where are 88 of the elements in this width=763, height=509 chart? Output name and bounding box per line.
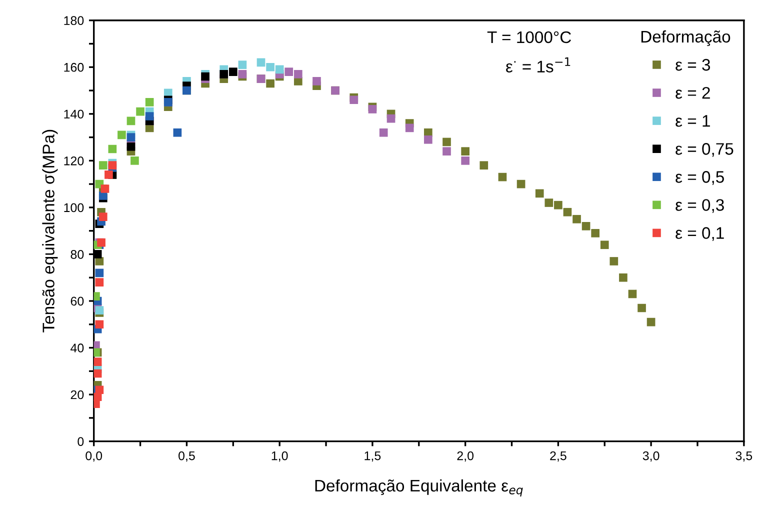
point xyxy=(95,278,104,286)
y-tick-label: 180 xyxy=(64,16,84,26)
point xyxy=(516,180,526,188)
x-axis-title: Deformação Equivalente ε$_{eq}$ xyxy=(315,479,523,497)
point xyxy=(638,304,646,312)
point xyxy=(554,200,562,210)
point xyxy=(572,214,581,224)
y-tick-label: 60 xyxy=(70,296,84,306)
point xyxy=(145,112,154,120)
point xyxy=(108,161,117,170)
point xyxy=(480,161,488,170)
point xyxy=(442,147,451,156)
y-tick-label: 160 xyxy=(64,62,84,72)
point xyxy=(628,290,637,298)
legend-label: ε = 0,5 xyxy=(676,171,724,185)
legend-label: ε = 3 xyxy=(676,58,710,71)
point xyxy=(136,107,144,116)
point xyxy=(284,68,294,76)
point xyxy=(582,222,590,230)
point xyxy=(442,138,451,146)
legend-label: ε = 2 xyxy=(676,86,710,99)
legend-label: ε = 0,3 xyxy=(676,199,724,213)
point xyxy=(350,96,358,104)
point xyxy=(238,70,247,78)
point xyxy=(256,58,266,67)
point xyxy=(201,72,210,81)
point xyxy=(424,135,432,144)
point xyxy=(95,268,104,278)
point xyxy=(619,273,628,282)
y-tick-label: 80 xyxy=(70,250,84,259)
legend-title: Deformação xyxy=(641,30,730,46)
point xyxy=(544,198,554,207)
x-tick-label: 2,0 xyxy=(457,451,474,462)
point xyxy=(405,124,414,132)
point xyxy=(126,133,136,142)
y-tick-label: 20 xyxy=(70,390,84,400)
y-tick-label: 120 xyxy=(64,156,84,166)
y-tick-label: 40 xyxy=(70,344,84,352)
annotation: ε$^{·}$ = 1s$^{−1}$ xyxy=(506,57,570,72)
point xyxy=(228,68,238,76)
point xyxy=(94,369,102,378)
legend-label: ε = 0,75 xyxy=(676,143,734,157)
y-axis-title: Tensão equivalente σ(MPa) xyxy=(42,130,58,332)
point xyxy=(94,358,102,366)
point xyxy=(461,156,470,165)
point xyxy=(126,142,136,151)
point xyxy=(98,212,108,221)
point xyxy=(266,79,274,88)
x-tick-label: 1,5 xyxy=(364,451,381,462)
y-tick-label: 140 xyxy=(64,110,84,119)
x-tick-label: 1,0 xyxy=(272,451,288,462)
point xyxy=(461,147,470,156)
point xyxy=(275,65,284,74)
y-tick-label: 100 xyxy=(64,203,84,212)
point xyxy=(610,257,618,266)
x-tick-label: 2,5 xyxy=(550,451,566,462)
x-tick-label: 3,5 xyxy=(736,451,752,462)
point xyxy=(266,62,274,72)
annotation: T = 1000°C xyxy=(487,31,572,44)
legend-label: ε = 0,1 xyxy=(676,227,724,241)
point xyxy=(238,60,247,69)
point xyxy=(379,128,388,137)
point xyxy=(386,114,396,123)
point xyxy=(563,208,572,216)
point xyxy=(173,128,182,137)
point xyxy=(368,105,377,114)
point xyxy=(294,70,302,78)
point xyxy=(145,98,154,106)
point xyxy=(95,306,104,315)
point xyxy=(98,161,108,170)
point xyxy=(104,170,113,179)
x-tick-label: 0,0 xyxy=(86,451,102,462)
point xyxy=(646,318,656,326)
point xyxy=(94,250,102,258)
point xyxy=(312,76,321,86)
point xyxy=(118,130,126,140)
point xyxy=(498,172,507,182)
x-tick-label: 3,0 xyxy=(642,451,660,462)
point xyxy=(126,116,136,126)
point xyxy=(108,144,117,154)
legend-label: ε = 1 xyxy=(676,115,710,127)
point xyxy=(130,156,139,165)
point xyxy=(95,320,104,329)
y-tick-label: 0 xyxy=(78,437,84,446)
x-tick-label: 0,5 xyxy=(178,451,195,462)
point xyxy=(600,240,609,250)
point xyxy=(591,229,600,238)
point xyxy=(535,189,544,198)
